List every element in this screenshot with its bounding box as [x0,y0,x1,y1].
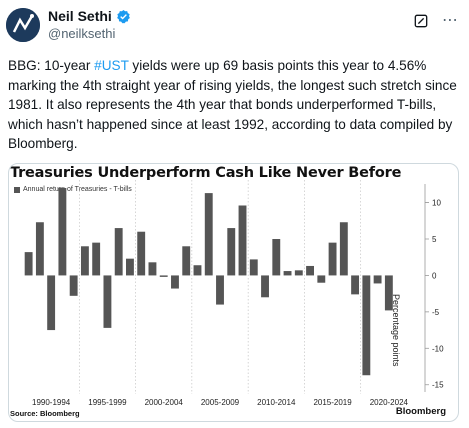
avatar[interactable] [6,8,40,42]
tweet-text-part-2: yields were up 69 basis points this year… [8,58,457,151]
bar-2003 [171,275,179,289]
bar-2020 [362,275,371,376]
bar-2001 [148,262,157,276]
display-name[interactable]: Neil Sethi [48,8,112,24]
bar-1998 [114,228,123,276]
bar-1992 [47,275,56,331]
bar-1990 [24,252,33,276]
bar-1991 [35,222,44,276]
bar-2021 [373,275,382,284]
bar-2005 [193,265,202,276]
more-icon[interactable]: ⋯ [442,12,459,29]
bar-2000 [137,231,146,276]
verified-badge-icon [116,9,130,23]
legend-swatch [14,186,20,193]
bar-2010 [249,259,258,276]
grok-icon[interactable] [414,14,428,28]
bar-1993 [58,188,67,276]
y-tick-label: -10 [432,344,444,353]
handle[interactable]: @neilksethi [48,26,116,41]
bar-2014 [294,270,303,276]
bar-1996 [92,242,101,276]
tweet-header: Neil Sethi @neilksethi ⋯ [6,6,463,42]
x-tick-label: 1995-1999 [88,398,127,407]
y-tick-label: -5 [432,308,440,317]
x-tick-label: 2005-2009 [201,398,240,407]
bar-1999 [126,258,134,276]
legend-label: Annual return of Treasuries - T-bills [23,186,132,193]
y-axis-label: Percentage points [391,294,401,367]
author-block: Neil Sethi @neilksethi [48,8,131,41]
y-tick-label: 10 [432,199,441,208]
chart-title: Treasuries Underperform Cash Like Never … [10,165,402,181]
bar-2012 [272,239,281,276]
hashtag-link[interactable]: #UST [94,58,129,73]
bar-1995 [80,246,89,276]
y-tick-label: 5 [432,235,437,244]
bar-2009 [238,205,247,276]
x-tick-label: 2015-2019 [313,398,352,407]
header-actions: ⋯ [414,12,459,29]
bar-1997 [103,275,112,328]
bar-2006 [204,193,213,276]
bar-2004 [182,246,191,276]
bar-2019 [351,275,360,295]
bar-2022 [384,275,393,311]
chart-brand: Bloomberg [395,406,446,417]
chart-legend: Annual return of Treasuries - T-bills [14,186,132,193]
chart-source: Source: Bloomberg [10,409,80,418]
bar-2017 [328,242,337,276]
x-tick-label: 2000-2004 [145,398,184,407]
y-tick-label: -15 [432,381,444,390]
x-tick-label: 2020-2024 [370,398,409,407]
bar-2018 [339,222,348,276]
x-tick-label: 1990-1994 [32,398,71,407]
bar-2007 [216,275,224,305]
bar-2011 [261,275,269,298]
x-tick-label: 2010-2014 [257,398,296,407]
avatar-logo-icon [6,8,40,42]
bar-1994 [69,275,78,296]
bar-2002 [159,275,168,277]
bar-2016 [317,275,326,283]
tweet-text-part-1: BBG: 10-year [8,58,95,73]
bar-2008 [227,228,236,276]
chart-image[interactable]: Treasuries Underperform Cash Like Never … [8,163,459,422]
tweet-text: BBG: 10-year #UST yields were up 69 basi… [8,56,458,154]
bar-chart: 10 5 0 -5 -10 -15 1990-1994 1995-1999 2000-2004 2… [24,180,444,407]
bar-2015 [306,265,314,276]
bar-2013 [283,271,292,276]
y-tick-label: 0 [432,271,437,280]
